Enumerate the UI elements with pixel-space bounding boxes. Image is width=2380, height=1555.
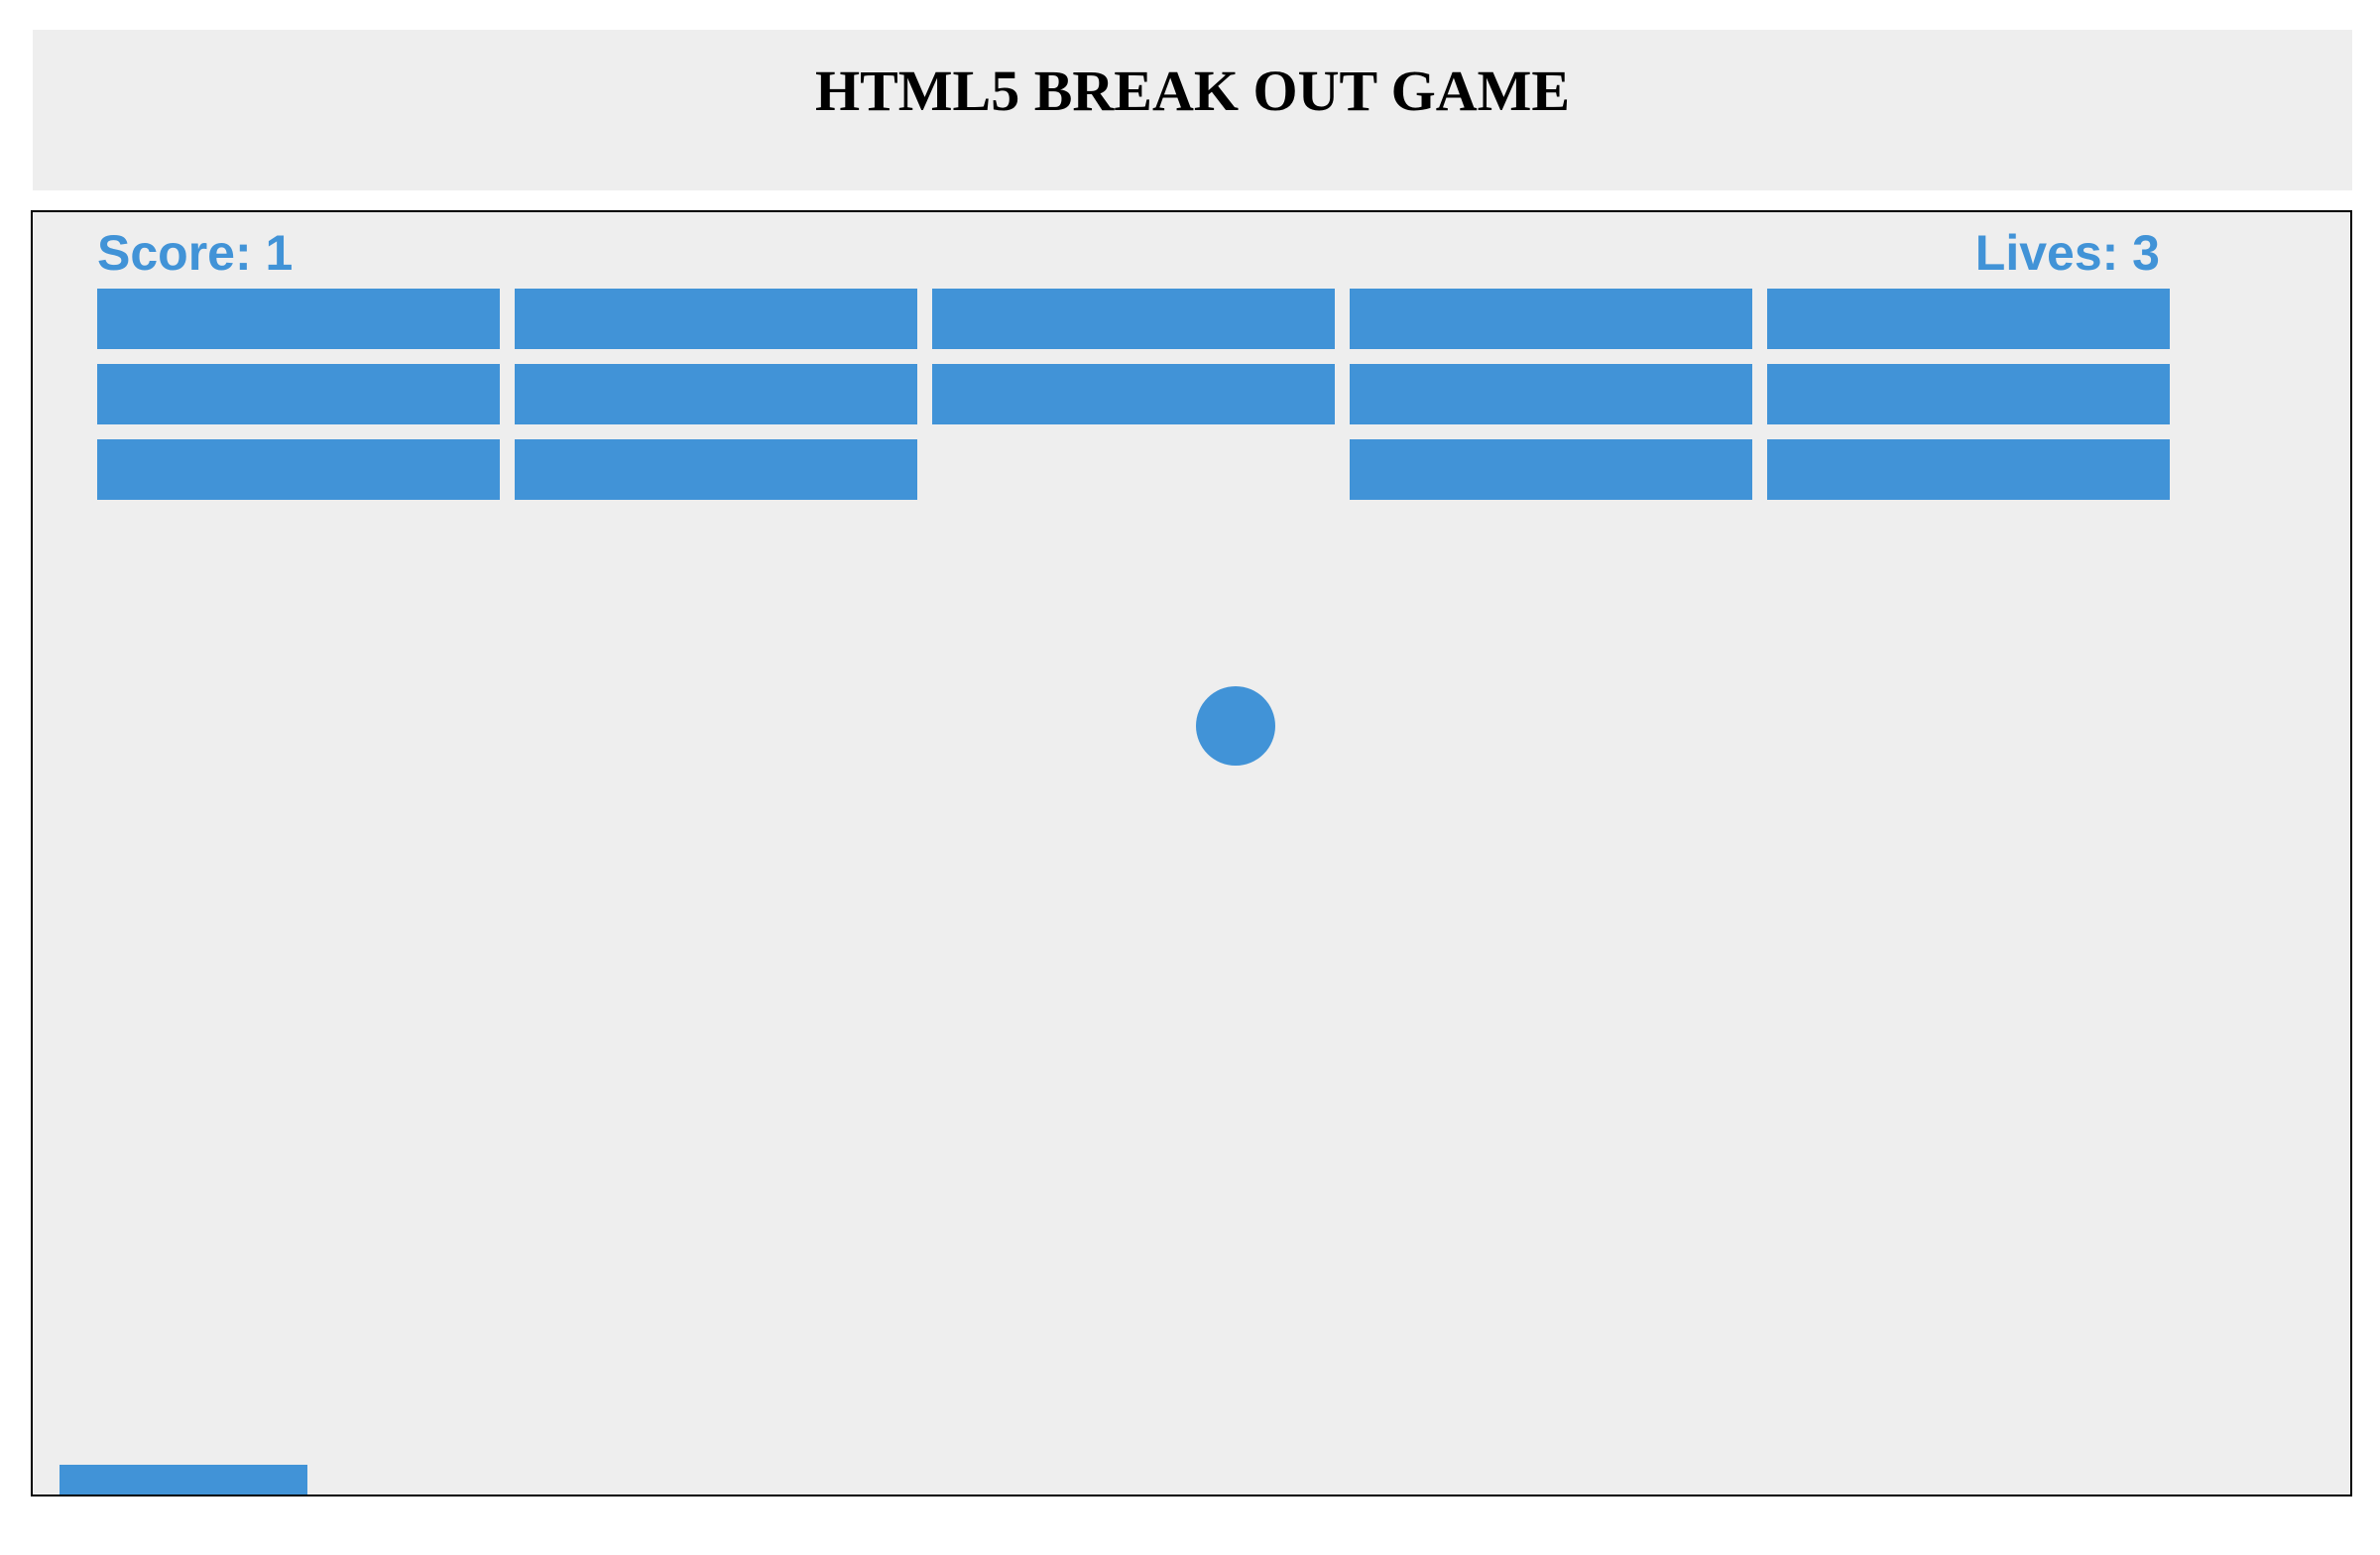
brick: [97, 289, 500, 349]
brick: [97, 364, 500, 424]
game-canvas[interactable]: Score: 1 Lives: 3: [31, 210, 2352, 1496]
lives-display: Lives: 3: [1975, 225, 2160, 281]
brick: [932, 364, 1335, 424]
brick: [1767, 439, 2170, 500]
brick: [1767, 289, 2170, 349]
page-header: HTML5 BREAK OUT GAME: [33, 30, 2352, 190]
game-board[interactable]: Score: 1 Lives: 3: [33, 212, 2350, 1495]
brick: [1350, 289, 1752, 349]
ball: [1196, 686, 1275, 766]
brick: [97, 439, 500, 500]
brick: [515, 439, 917, 500]
brick: [932, 289, 1335, 349]
brick: [515, 289, 917, 349]
page-title: HTML5 BREAK OUT GAME: [814, 59, 1571, 123]
brick: [1350, 364, 1752, 424]
brick: [1767, 364, 2170, 424]
brick: [515, 364, 917, 424]
score-display: Score: 1: [97, 225, 293, 281]
paddle[interactable]: [60, 1465, 307, 1495]
brick: [1350, 439, 1752, 500]
brick-field: [97, 289, 2170, 500]
